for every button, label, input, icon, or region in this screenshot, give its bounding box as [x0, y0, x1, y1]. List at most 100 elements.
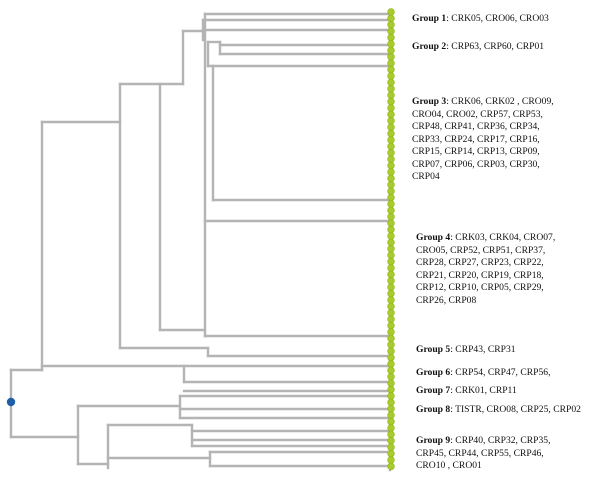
leaf-node-34 — [387, 219, 395, 227]
leaf-node-58 — [387, 373, 395, 381]
group-4-members: CRK03, CRK04, CRO07, CRO05, CRP52, CRP51… — [416, 232, 556, 306]
dendrogram-leaves — [387, 8, 395, 471]
leaf-node-50 — [387, 321, 395, 330]
leaf-node-68 — [387, 437, 395, 445]
group-7-label: Group 7: CRK01, CRP11 — [416, 385, 517, 396]
leaf-node-3 — [387, 21, 395, 29]
root-node — [6, 397, 16, 407]
leaf-node-40 — [387, 257, 395, 266]
leaf-node-16 — [387, 104, 395, 112]
leaf-node-9 — [387, 59, 395, 67]
leaf-node-63 — [387, 405, 395, 413]
leaf-node-30 — [387, 193, 395, 202]
leaf-node-41 — [387, 264, 395, 272]
leaf-node-59 — [387, 379, 395, 387]
leaf-node-17 — [387, 110, 395, 119]
leaf-node-48 — [387, 309, 395, 317]
group-2-name: Group 2 — [412, 41, 447, 52]
leaf-node-26 — [387, 168, 395, 176]
leaf-node-66 — [387, 424, 395, 432]
leaf-node-47 — [387, 302, 395, 311]
leaf-node-19 — [387, 123, 395, 131]
leaf-node-62 — [387, 398, 395, 407]
group-6-members: CRP54, CRP47, CRP56, — [455, 367, 551, 378]
leaf-node-65 — [387, 417, 395, 426]
leaf-node-57 — [387, 366, 395, 375]
leaf-node-1 — [387, 8, 395, 16]
leaf-node-36 — [387, 232, 395, 240]
leaf-node-4 — [387, 27, 395, 35]
leaf-node-13 — [387, 85, 395, 93]
leaf-node-72 — [387, 462, 395, 471]
leaf-node-6 — [387, 40, 395, 48]
leaf-node-56 — [387, 360, 395, 368]
leaf-node-49 — [387, 315, 395, 323]
group-2-label: Group 2: CRP63, CRP60, CRP01 — [412, 41, 545, 52]
leaf-node-2 — [387, 14, 395, 23]
group-2-members: CRP63, CRP60, CRP01 — [451, 41, 545, 52]
leaf-node-71 — [387, 456, 395, 464]
leaf-node-35 — [387, 225, 395, 234]
leaf-node-29 — [387, 187, 395, 195]
leaf-node-60 — [387, 385, 395, 394]
leaf-node-67 — [387, 430, 395, 439]
leaf-node-39 — [387, 251, 395, 259]
leaf-node-70 — [387, 449, 395, 458]
group-4-name: Group 4 — [416, 232, 451, 243]
leaf-node-7 — [387, 46, 395, 55]
group-3-name: Group 3 — [412, 96, 447, 107]
group-9-label: Group 9: CRP40, CRP32, CRP35, CRP45, CRP… — [416, 435, 551, 471]
leaf-node-53 — [387, 341, 395, 349]
leaf-node-8 — [387, 53, 395, 61]
group-7-members: CRK01, CRP11 — [455, 385, 517, 396]
leaf-node-33 — [387, 213, 395, 221]
leaf-node-61 — [387, 392, 395, 400]
leaf-node-43 — [387, 277, 395, 285]
leaf-node-22 — [387, 142, 395, 151]
group-3-members: CRK06, CRK02 , CRO09, CRO04, CRO02, CRP5… — [412, 96, 554, 182]
group-5-members: CRP43, CRP31 — [455, 344, 516, 355]
group-5-name: Group 5 — [416, 344, 451, 355]
leaf-node-12 — [387, 78, 395, 87]
leaf-node-11 — [387, 72, 395, 80]
group-8-name: Group 8 — [416, 404, 451, 415]
group-6-name: Group 6 — [416, 367, 451, 378]
group-9-name: Group 9 — [416, 435, 451, 446]
leaf-node-44 — [387, 283, 395, 291]
leaf-node-51 — [387, 328, 395, 336]
group-1-name: Group 1 — [412, 13, 447, 24]
group-4-label: Group 4: CRK03, CRK04, CRO07, CRO05, CRP… — [416, 232, 556, 306]
leaf-node-20 — [387, 129, 395, 138]
leaf-node-52 — [387, 334, 395, 343]
group-8-label: Group 8: TISTR, CRO08, CRP25, CRP02 — [416, 404, 581, 415]
leaf-node-38 — [387, 245, 395, 253]
leaf-node-27 — [387, 174, 395, 183]
leaf-node-54 — [387, 347, 395, 355]
leaf-node-55 — [387, 353, 395, 362]
group-9-members: CRP40, CRP32, CRP35, CRP45, CRP44, CRP55… — [416, 435, 551, 471]
leaf-node-18 — [387, 117, 395, 125]
leaf-node-45 — [387, 289, 395, 298]
leaf-node-28 — [387, 181, 395, 189]
leaf-node-32 — [387, 206, 395, 215]
leaf-node-42 — [387, 270, 395, 279]
leaf-node-14 — [387, 91, 395, 99]
leaf-node-5 — [387, 33, 395, 42]
dendrogram-branches — [9, 10, 392, 472]
leaf-node-37 — [387, 238, 395, 247]
leaf-node-24 — [387, 155, 395, 163]
group-8-members: TISTR, CRO08, CRP25, CRP02 — [455, 404, 581, 415]
leaf-node-21 — [387, 136, 395, 144]
leaf-node-25 — [387, 161, 395, 170]
group-3-label: Group 3: CRK06, CRK02 , CRO09, CRO04, CR… — [412, 96, 554, 182]
leaf-node-31 — [387, 200, 395, 208]
leaf-node-64 — [387, 411, 395, 419]
group-5-label: Group 5: CRP43, CRP31 — [416, 344, 516, 355]
group-6-label: Group 6: CRP54, CRP47, CRP56, — [416, 367, 551, 378]
leaf-node-10 — [387, 65, 395, 74]
leaf-node-15 — [387, 97, 395, 106]
leaf-node-23 — [387, 149, 395, 157]
leaf-node-69 — [387, 443, 395, 451]
group-7-name: Group 7 — [416, 385, 451, 396]
